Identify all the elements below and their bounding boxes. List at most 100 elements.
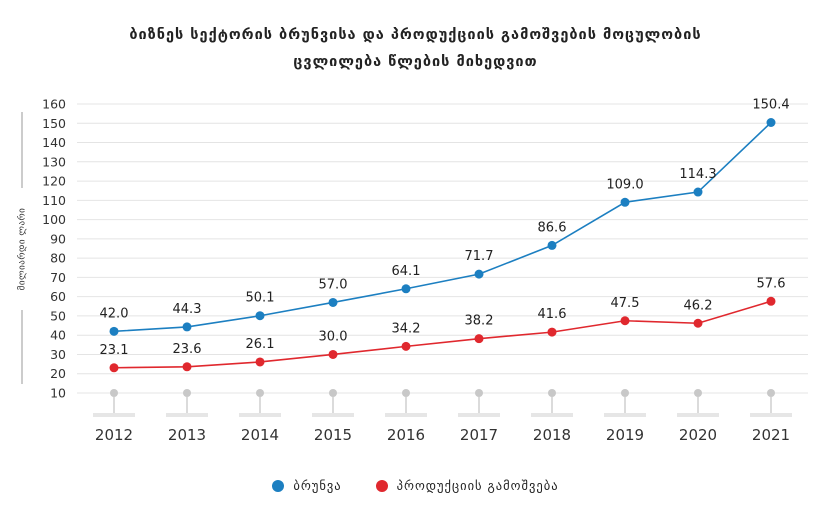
x-tick-plate bbox=[93, 413, 135, 417]
y-tick-label: 110 bbox=[42, 193, 66, 208]
x-tick-marker bbox=[183, 389, 191, 397]
y-axis-title-text: მილიარდი ლარი bbox=[17, 208, 28, 291]
data-label: 57.0 bbox=[319, 277, 348, 292]
y-axis-title: მილიარდი ლარი bbox=[17, 112, 28, 384]
x-tick-plate bbox=[604, 413, 646, 417]
y-tick-label: 70 bbox=[50, 270, 66, 285]
data-label: 109.0 bbox=[606, 177, 643, 192]
y-tick-label: 10 bbox=[50, 386, 66, 401]
legend-marker-turnover bbox=[272, 479, 285, 492]
y-tick-label: 100 bbox=[42, 212, 66, 227]
data-point[interactable] bbox=[474, 269, 484, 279]
data-point[interactable] bbox=[620, 316, 630, 326]
data-label: 23.1 bbox=[100, 343, 129, 358]
x-tick-marker bbox=[402, 389, 410, 397]
y-tick-label: 30 bbox=[50, 347, 66, 362]
y-tick-label: 80 bbox=[50, 251, 66, 266]
x-tick-plate bbox=[385, 413, 427, 417]
chart-title-line-2: ცვლილება წლების მიხედვით bbox=[293, 54, 538, 70]
legend-label-turnover: ბრუნვა bbox=[293, 478, 342, 493]
data-point[interactable] bbox=[547, 327, 557, 337]
data-point[interactable] bbox=[693, 318, 703, 328]
legend-marker-output bbox=[375, 479, 388, 492]
data-label: 23.6 bbox=[173, 342, 202, 357]
x-tick-plate bbox=[312, 413, 354, 417]
x-tick-marker bbox=[548, 389, 556, 397]
data-label: 46.2 bbox=[684, 298, 713, 313]
y-tick-label: 140 bbox=[42, 135, 66, 150]
chart-title-line-1: ბიზნეს სექტორის ბრუნვისა და პროდუქციის გ… bbox=[129, 27, 702, 43]
x-tick-plate bbox=[531, 413, 573, 417]
data-label: 71.7 bbox=[465, 249, 494, 264]
data-point[interactable] bbox=[766, 117, 776, 127]
data-label: 26.1 bbox=[246, 337, 275, 352]
legend-item-output[interactable]: პროდუქციის გამოშვება bbox=[375, 478, 559, 493]
data-point[interactable] bbox=[182, 362, 192, 372]
data-label: 30.0 bbox=[319, 329, 348, 344]
x-tick-plate bbox=[166, 413, 208, 417]
data-point[interactable] bbox=[401, 284, 411, 294]
x-tick-marker bbox=[475, 389, 483, 397]
data-label: 44.3 bbox=[173, 302, 202, 317]
data-point[interactable] bbox=[328, 297, 338, 307]
x-axis: 2012 2013 2014 2015 2016 2017 2018 2019 2020 2021 bbox=[93, 389, 792, 444]
line-chart: 102030405060708090100110120130140150160 … bbox=[17, 97, 808, 444]
y-tick-label: 20 bbox=[50, 366, 66, 381]
chart-title: ბიზნეს სექტორის ბრუნვისა და პროდუქციის გ… bbox=[0, 22, 831, 76]
x-tick-plate bbox=[239, 413, 281, 417]
x-tick-marker bbox=[329, 389, 337, 397]
data-label: 50.1 bbox=[246, 291, 275, 306]
data-point[interactable] bbox=[620, 197, 630, 207]
series-line-1 bbox=[113, 300, 772, 369]
x-tick-label: 2013 bbox=[168, 426, 206, 444]
data-point[interactable] bbox=[109, 363, 119, 373]
series-group: 42.0 44.3 50.1 57.0 64.1 71.7 86.6 109.0 114.3 15… bbox=[100, 97, 790, 373]
data-point[interactable] bbox=[547, 240, 557, 250]
x-tick-marker bbox=[694, 389, 702, 397]
legend-item-turnover[interactable]: ბრუნვა bbox=[272, 478, 341, 493]
x-tick-marker bbox=[256, 389, 264, 397]
data-point[interactable] bbox=[474, 334, 484, 344]
data-point[interactable] bbox=[693, 187, 703, 197]
data-label: 47.5 bbox=[611, 296, 640, 311]
y-tick-label: 90 bbox=[50, 231, 66, 246]
data-label: 64.1 bbox=[392, 264, 421, 279]
data-label: 86.6 bbox=[538, 220, 567, 235]
y-tick-label: 120 bbox=[42, 174, 66, 189]
x-tick-label: 2017 bbox=[460, 426, 498, 444]
x-tick-label: 2020 bbox=[679, 426, 717, 444]
x-tick-plate bbox=[677, 413, 719, 417]
x-tick-label: 2018 bbox=[533, 426, 571, 444]
data-label: 38.2 bbox=[465, 314, 494, 329]
y-tick-label: 150 bbox=[42, 116, 66, 131]
y-tick-label: 50 bbox=[50, 308, 66, 323]
x-tick-label: 2015 bbox=[314, 426, 352, 444]
data-point[interactable] bbox=[401, 341, 411, 351]
grid-lines bbox=[77, 103, 808, 394]
y-tick-label: 40 bbox=[50, 328, 66, 343]
data-point[interactable] bbox=[109, 326, 119, 336]
x-tick-label: 2012 bbox=[95, 426, 133, 444]
x-tick-label: 2014 bbox=[241, 426, 279, 444]
x-tick-marker bbox=[621, 389, 629, 397]
data-point[interactable] bbox=[255, 357, 265, 367]
legend: ბრუნვა პროდუქციის გამოშვება bbox=[0, 478, 831, 493]
x-tick-label: 2019 bbox=[606, 426, 644, 444]
y-tick-label: 160 bbox=[42, 97, 66, 112]
data-label: 114.3 bbox=[679, 167, 716, 182]
data-point[interactable] bbox=[766, 296, 776, 306]
y-tick-label: 130 bbox=[42, 154, 66, 169]
x-tick-label: 2021 bbox=[752, 426, 790, 444]
x-tick-plate bbox=[750, 413, 792, 417]
x-tick-plate bbox=[458, 413, 500, 417]
data-point[interactable] bbox=[328, 349, 338, 359]
data-label: 41.6 bbox=[538, 307, 567, 322]
y-axis: 10 20 30 40 50 60 70 80 90 100 110 120 130 140 150 160 bbox=[42, 97, 66, 401]
data-point[interactable] bbox=[182, 322, 192, 332]
y-tick-label: 60 bbox=[50, 289, 66, 304]
data-label: 150.4 bbox=[752, 97, 789, 112]
data-label: 42.0 bbox=[100, 306, 129, 321]
data-point[interactable] bbox=[255, 311, 265, 321]
legend-label-output: პროდუქციის გამოშვება bbox=[396, 478, 559, 493]
data-label: 34.2 bbox=[392, 321, 421, 336]
